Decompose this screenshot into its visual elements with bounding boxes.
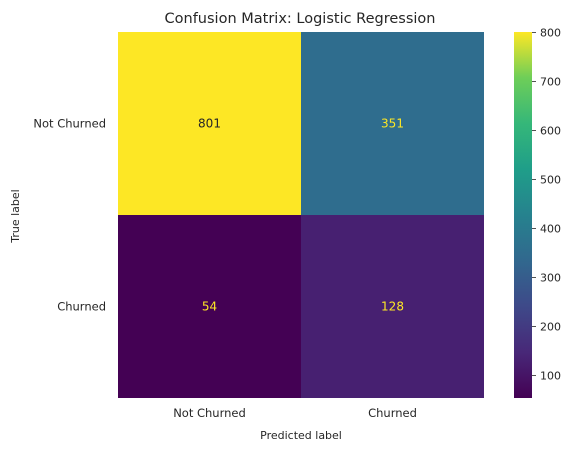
x-tick-labels: Not Churned Churned — [173, 406, 417, 420]
cell-not-churned-churned — [301, 32, 484, 215]
cell-value: 54 — [202, 300, 217, 314]
colorbar-tick-label: 200 — [540, 320, 561, 333]
cell-value: 128 — [381, 300, 404, 314]
cell-value: 351 — [381, 117, 404, 131]
y-tick-label: Churned — [57, 300, 106, 314]
colorbar — [514, 32, 532, 398]
y-axis-label: True label — [9, 189, 22, 243]
x-axis-label: Predicted label — [260, 429, 342, 442]
chart-title: Confusion Matrix: Logistic Regression — [165, 11, 436, 27]
heatmap-cells — [118, 32, 484, 398]
colorbar-tick-label: 500 — [540, 173, 561, 186]
colorbar-tick-label: 100 — [540, 369, 561, 382]
cell-churned-not-churned — [118, 215, 301, 398]
colorbar-tick-label: 700 — [540, 75, 561, 88]
cell-value: 801 — [198, 117, 221, 131]
cell-churned-churned — [301, 215, 484, 398]
y-tick-label: Not Churned — [33, 117, 106, 131]
x-tick-label: Not Churned — [173, 406, 246, 420]
colorbar-tick-label: 300 — [540, 271, 561, 284]
cell-values: 801 351 54 128 — [198, 117, 404, 314]
colorbar-tick-label: 600 — [540, 124, 561, 137]
x-tick-label: Churned — [368, 406, 417, 420]
colorbar-ticks: 100 200 300 400 500 600 700 800 — [532, 26, 561, 382]
y-tick-labels: Not Churned Churned — [33, 117, 106, 314]
cell-not-churned-not-churned — [118, 32, 301, 215]
colorbar-tick-label: 800 — [540, 26, 561, 39]
colorbar-tick-label: 400 — [540, 222, 561, 235]
